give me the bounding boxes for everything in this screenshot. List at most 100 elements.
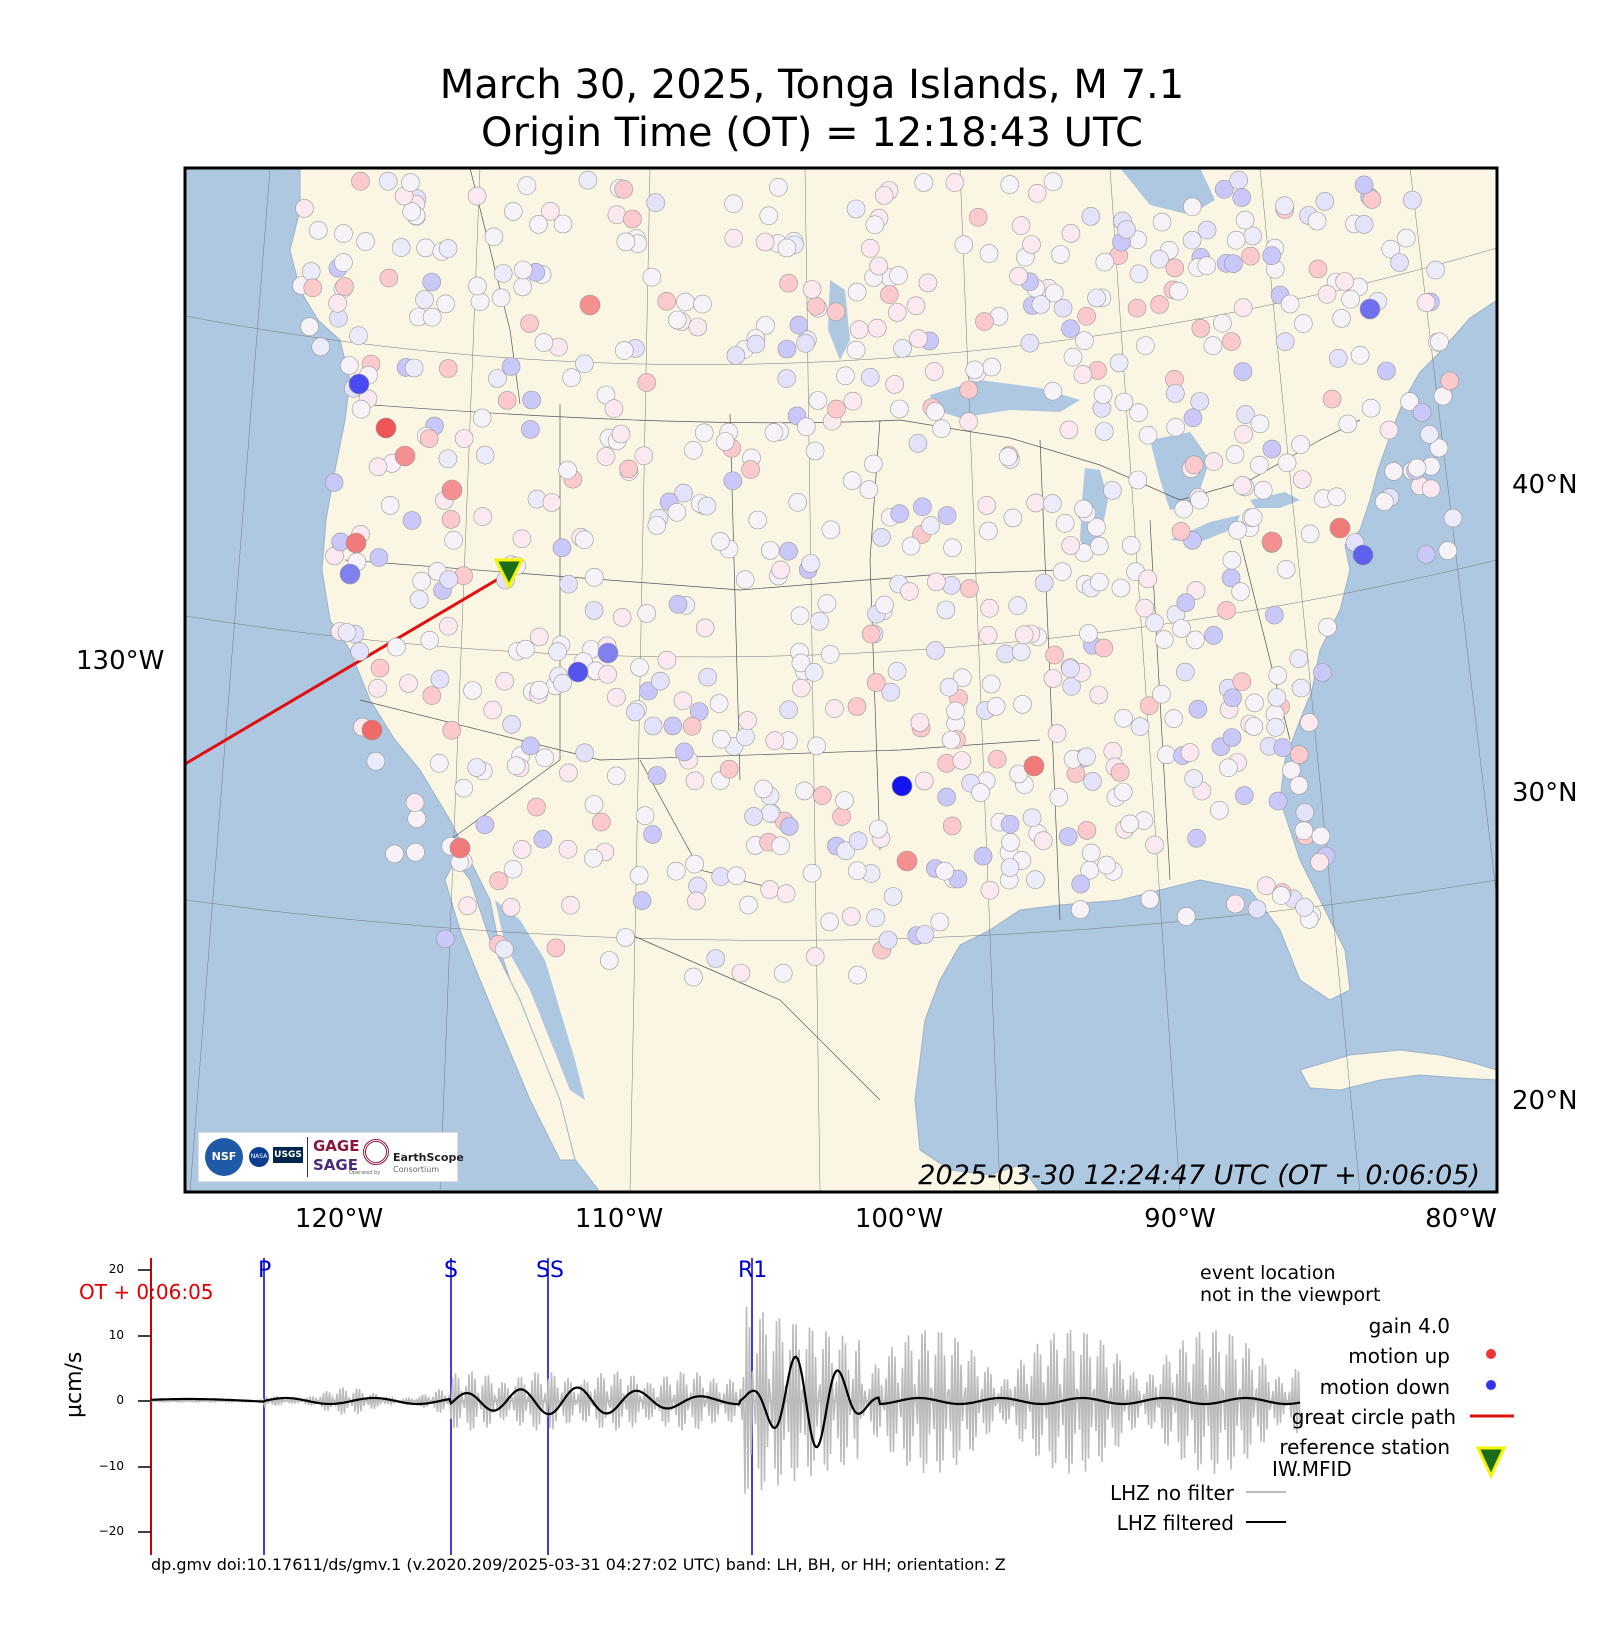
station-marker — [1022, 235, 1041, 254]
station-marker — [1217, 601, 1236, 620]
station-marker — [300, 317, 319, 337]
great-circle-path — [184, 570, 511, 766]
station-marker-strong — [1023, 755, 1045, 777]
station-marker — [503, 859, 523, 879]
gain-label: gain 4.0 — [1368, 1314, 1450, 1338]
station-marker — [914, 173, 934, 192]
station-marker — [1210, 800, 1229, 820]
station-marker — [771, 560, 791, 580]
station-marker — [915, 925, 935, 944]
station-marker — [634, 446, 654, 466]
station-marker — [1235, 210, 1255, 230]
station-marker — [1073, 365, 1093, 384]
station-marker — [1043, 381, 1063, 401]
station-marker — [561, 895, 580, 915]
station-marker — [1079, 624, 1098, 643]
station-marker — [1224, 254, 1243, 274]
station-marker — [1289, 649, 1308, 669]
station-marker — [1241, 246, 1260, 266]
station-marker — [706, 949, 726, 968]
station-marker — [1282, 760, 1301, 780]
station-marker — [1187, 828, 1206, 848]
station-marker — [657, 291, 677, 311]
station-marker — [637, 604, 657, 623]
station-marker — [1443, 508, 1463, 528]
station-marker — [1053, 298, 1073, 318]
station-marker — [436, 294, 456, 314]
great-circle-label: great circle path — [1291, 1405, 1456, 1429]
station-marker — [1000, 858, 1020, 877]
station-marker — [401, 173, 420, 192]
station-marker — [848, 965, 867, 985]
station-marker — [1271, 886, 1291, 905]
station-marker — [821, 520, 841, 540]
station-marker — [623, 209, 642, 229]
station-marker — [960, 579, 979, 598]
station-marker — [468, 276, 487, 296]
station-marker — [1138, 425, 1158, 445]
station-marker — [901, 536, 921, 556]
station-marker — [1421, 479, 1441, 499]
station-marker — [1412, 403, 1432, 422]
station-marker — [1233, 298, 1253, 318]
station-marker — [777, 339, 797, 359]
station-marker — [1273, 738, 1293, 758]
station-marker — [754, 779, 773, 799]
station-marker — [875, 595, 894, 615]
phase-p: P — [258, 1258, 272, 1283]
station-marker — [337, 623, 357, 642]
station-marker — [1058, 827, 1078, 846]
station-marker — [1429, 438, 1449, 458]
station-marker — [980, 598, 999, 618]
station-marker — [494, 939, 514, 959]
station-marker — [1407, 458, 1427, 478]
station-marker — [1059, 420, 1079, 440]
station-marker — [484, 227, 504, 247]
station-marker — [1214, 180, 1234, 199]
station-marker — [442, 720, 462, 740]
station-marker — [611, 424, 631, 444]
y-axis-label: µcm/s — [62, 1351, 87, 1418]
station-marker — [643, 825, 662, 844]
station-marker — [848, 831, 868, 851]
station-marker — [574, 530, 594, 550]
station-marker — [366, 751, 386, 771]
station-marker — [647, 766, 667, 785]
station-marker — [1009, 266, 1028, 286]
station-marker — [1416, 293, 1436, 313]
station-marker — [1430, 332, 1449, 352]
station-marker — [553, 673, 572, 693]
not-in-viewport-note: not in the viewport — [1200, 1284, 1381, 1306]
station-marker — [512, 840, 532, 859]
station-marker — [542, 493, 562, 512]
station-marker — [328, 293, 347, 313]
station-marker — [1231, 582, 1250, 602]
station-marker — [1186, 581, 1206, 600]
station-marker — [1003, 508, 1023, 528]
station-marker — [685, 771, 705, 791]
station-marker — [503, 202, 523, 221]
station-marker — [1077, 821, 1097, 840]
station-marker — [687, 891, 706, 911]
lake-ontario — [1250, 492, 1300, 508]
station-marker — [501, 898, 521, 917]
station-marker — [1228, 520, 1247, 540]
station-marker — [558, 460, 577, 480]
ytick-20: 20 — [108, 1262, 124, 1276]
station-marker — [998, 447, 1018, 467]
map-title: March 30, 2025, Tonga Islands, M 7.1 — [439, 62, 1185, 108]
station-marker — [1051, 245, 1070, 264]
station-marker — [1164, 709, 1184, 729]
station-marker — [860, 239, 880, 258]
y-ticks — [138, 1269, 151, 1533]
station-marker-strong — [375, 417, 397, 439]
station-marker — [1291, 435, 1310, 454]
station-marker — [1280, 294, 1300, 314]
station-marker — [1044, 283, 1064, 303]
station-marker — [935, 861, 955, 881]
station-marker — [1114, 392, 1134, 412]
station-marker — [861, 624, 881, 644]
station-marker — [1150, 295, 1169, 314]
station-marker — [1190, 392, 1209, 411]
station-marker — [604, 399, 624, 419]
